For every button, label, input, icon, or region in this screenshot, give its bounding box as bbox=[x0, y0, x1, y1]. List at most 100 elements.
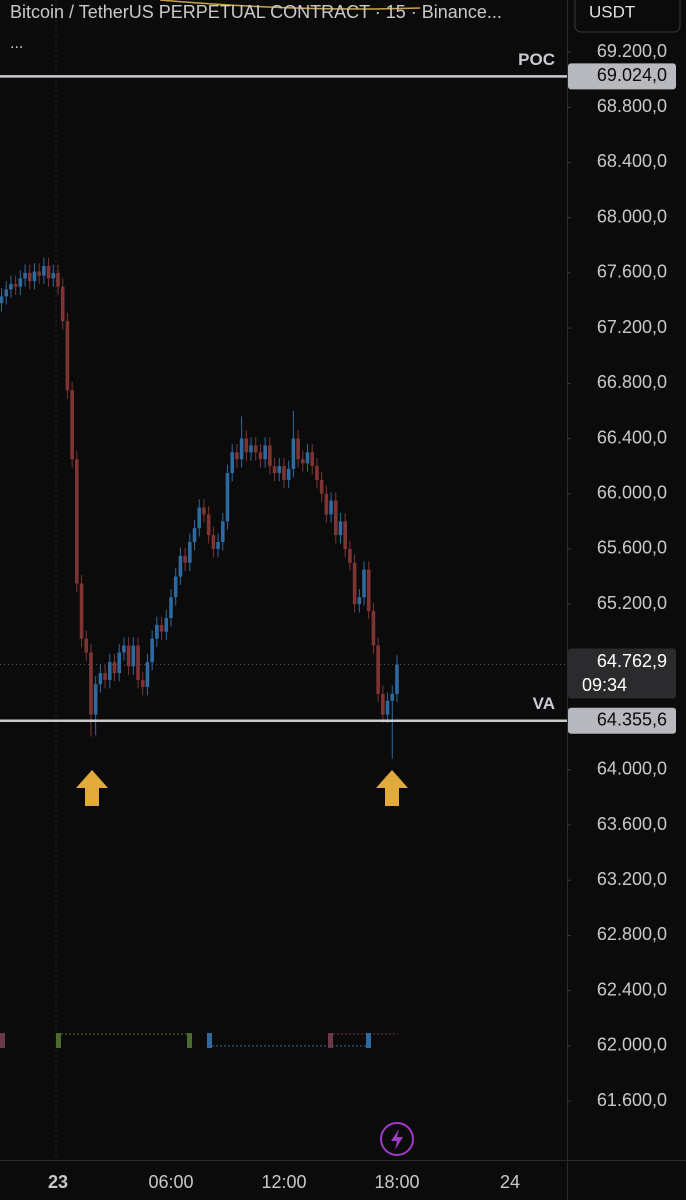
x-tick-label: 18:00 bbox=[374, 1172, 419, 1192]
candle-body bbox=[352, 562, 357, 605]
candle-body bbox=[126, 645, 131, 667]
candle-body bbox=[385, 700, 390, 715]
candle-body bbox=[286, 468, 291, 480]
level-name: POC bbox=[518, 50, 555, 69]
candle-body bbox=[145, 662, 150, 687]
candle-body bbox=[272, 466, 277, 474]
candle-body bbox=[277, 466, 282, 474]
candle-body bbox=[103, 673, 107, 681]
candle-body bbox=[155, 624, 159, 639]
candle-body bbox=[89, 652, 93, 715]
candle-body bbox=[333, 500, 338, 536]
candle-body bbox=[319, 479, 324, 494]
level-label: 69.024,0 bbox=[597, 65, 667, 85]
candle-body bbox=[357, 597, 362, 605]
candle-body bbox=[366, 569, 371, 612]
candle-body bbox=[268, 445, 272, 467]
candle-body bbox=[301, 459, 305, 464]
candle-body bbox=[27, 272, 32, 282]
candle-body bbox=[169, 597, 173, 618]
candle-body bbox=[220, 521, 225, 543]
candle-body bbox=[230, 452, 234, 474]
currency: USDT bbox=[589, 2, 635, 21]
candle-body bbox=[13, 283, 18, 287]
candle-body bbox=[70, 390, 74, 460]
bottom-indicator bbox=[0, 1033, 398, 1048]
candle-body bbox=[235, 452, 239, 460]
y-tick-label: 68.800,0 bbox=[597, 96, 667, 116]
y-tick-label: 67.600,0 bbox=[597, 262, 667, 282]
y-tick-label: 68.000,0 bbox=[597, 206, 667, 226]
candle-body bbox=[46, 265, 51, 279]
candle-body bbox=[338, 521, 343, 536]
candle-body bbox=[197, 507, 202, 529]
candle-body bbox=[164, 617, 169, 632]
candle-body bbox=[42, 265, 46, 276]
candle-body bbox=[324, 493, 329, 515]
candle-body bbox=[216, 542, 220, 549]
candle-body bbox=[65, 321, 70, 391]
indicator-mark bbox=[187, 1033, 192, 1048]
candle-body bbox=[348, 548, 352, 563]
candle-body bbox=[37, 271, 41, 276]
candle-body bbox=[376, 645, 380, 694]
candle-body bbox=[188, 542, 192, 563]
y-tick-label: 64.000,0 bbox=[597, 759, 667, 779]
candle-body bbox=[343, 521, 347, 549]
last-price-box bbox=[568, 648, 676, 699]
indicator-mark bbox=[366, 1033, 371, 1048]
level-label-box bbox=[568, 63, 676, 90]
lightning-circle bbox=[380, 1122, 414, 1156]
y-tick-label: 66.800,0 bbox=[597, 372, 667, 392]
candle-body bbox=[79, 583, 84, 639]
y-tick-label: 67.200,0 bbox=[597, 317, 667, 337]
candle-body bbox=[371, 611, 376, 646]
candle-body bbox=[131, 645, 136, 667]
candle-body bbox=[183, 555, 187, 563]
level-label: 64.355,6 bbox=[597, 709, 667, 729]
title-more: ... bbox=[10, 35, 23, 52]
candle-body bbox=[244, 438, 249, 453]
y-tick-label: 62.800,0 bbox=[597, 924, 667, 944]
y-tick-label: 65.600,0 bbox=[597, 538, 667, 558]
candle-body bbox=[291, 438, 296, 469]
y-tick-label: 65.200,0 bbox=[597, 593, 667, 613]
lightning-button[interactable] bbox=[380, 1122, 414, 1156]
candle-body bbox=[93, 684, 98, 715]
candle-body bbox=[112, 662, 117, 674]
y-tick-label: 66.400,0 bbox=[597, 427, 667, 447]
candle-body bbox=[381, 693, 385, 715]
candle-body bbox=[159, 624, 164, 632]
candle-body bbox=[263, 445, 267, 460]
candle-body bbox=[18, 278, 23, 287]
candle-body bbox=[362, 569, 366, 598]
candle-body bbox=[315, 466, 319, 480]
candle-body bbox=[136, 645, 140, 681]
candle-body bbox=[395, 664, 399, 694]
candle-body bbox=[211, 535, 216, 549]
arrow-up bbox=[76, 770, 108, 806]
indicator-mark bbox=[0, 1033, 5, 1048]
candle-body bbox=[258, 452, 263, 460]
countdown: 09:34 bbox=[582, 675, 627, 695]
candle-body bbox=[122, 645, 126, 653]
candle-body bbox=[0, 296, 4, 304]
candle-body bbox=[253, 445, 258, 453]
indicator-mark bbox=[207, 1033, 212, 1048]
candle-body bbox=[390, 693, 395, 701]
y-tick-label: 66.000,0 bbox=[597, 482, 667, 502]
candle-body bbox=[202, 507, 206, 515]
x-tick-label: 12:00 bbox=[261, 1172, 306, 1192]
candle-body bbox=[282, 466, 286, 480]
candle-body bbox=[107, 662, 112, 681]
x-tick-label: 06:00 bbox=[148, 1172, 193, 1192]
y-tick-label: 68.400,0 bbox=[597, 151, 667, 171]
candle-body bbox=[239, 438, 244, 460]
candle-body bbox=[4, 289, 9, 297]
chart-title: Bitcoin / TetherUS PERPETUAL CONTRACT · … bbox=[10, 2, 502, 22]
candle-body bbox=[9, 283, 13, 290]
candle-body bbox=[51, 272, 56, 279]
indicator-line bbox=[159, 0, 421, 10]
candle-body bbox=[173, 576, 178, 598]
